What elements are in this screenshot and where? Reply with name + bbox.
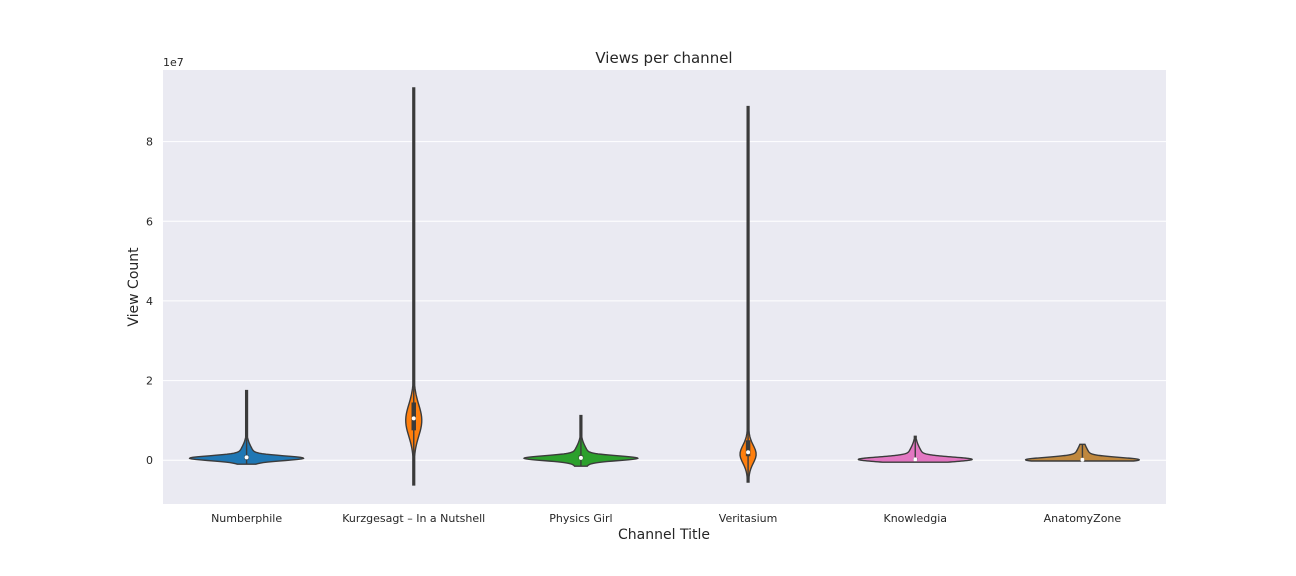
violin-median-point xyxy=(244,455,249,460)
violin-4 xyxy=(857,435,973,463)
x-axis-label: Channel Title xyxy=(618,527,710,543)
violin-median-point xyxy=(411,416,416,421)
y-tick-label: 6 xyxy=(146,215,153,228)
y-offset-label: 1e7 xyxy=(163,56,184,69)
violin-0 xyxy=(188,389,305,465)
violin-median-point xyxy=(913,457,918,462)
x-tick-label: Kurzgesagt – In a Nutshell xyxy=(342,512,485,525)
violin-median-point xyxy=(578,455,583,460)
x-tick-label: Numberphile xyxy=(211,512,282,525)
y-tick-label: 0 xyxy=(146,454,153,467)
violin-2 xyxy=(522,414,640,467)
violin-3 xyxy=(739,105,757,483)
x-tick-label: Veritasium xyxy=(719,512,778,525)
y-axis-label: View Count xyxy=(126,247,142,327)
y-tick-label: 2 xyxy=(146,375,153,388)
violin-1 xyxy=(405,87,423,486)
x-tick-label: Physics Girl xyxy=(549,512,612,525)
y-tick-label: 4 xyxy=(146,295,153,308)
x-tick-label: AnatomyZone xyxy=(1044,512,1122,525)
y-tick-label: 8 xyxy=(146,136,153,149)
violin-median-point xyxy=(746,450,751,455)
plot-background xyxy=(163,70,1166,504)
chart-title: Views per channel xyxy=(595,49,732,67)
violin-5 xyxy=(1024,443,1141,462)
x-tick-label: Knowledgia xyxy=(884,512,948,525)
violin-median-point xyxy=(1080,457,1085,462)
plot-area: 0 2 4 6 8 Numberphile Kurzgesagt – In a Nutshe… xyxy=(146,70,1166,525)
